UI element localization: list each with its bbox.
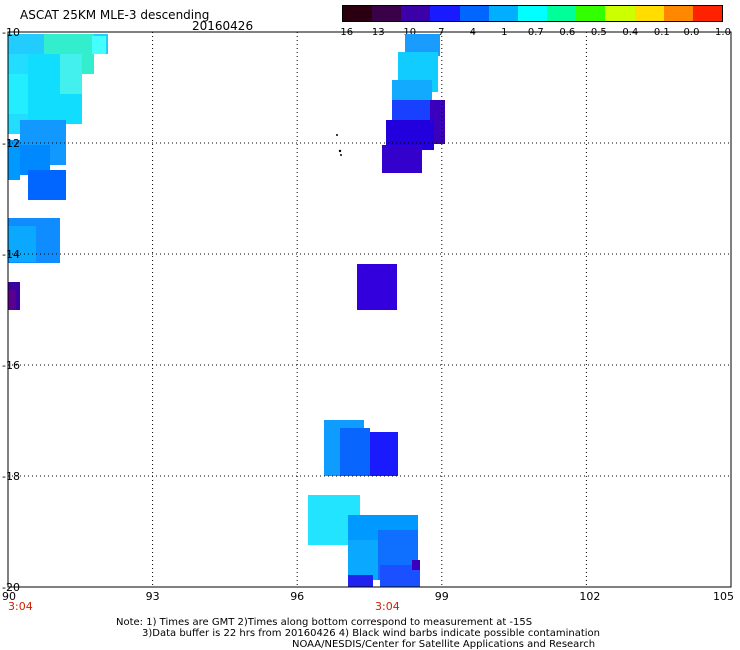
longitude-label: 96	[290, 590, 305, 603]
latitude-label: -20	[2, 581, 20, 594]
wind-swath-cell	[348, 540, 378, 580]
wind-swath-cell	[382, 145, 422, 173]
colorbar-segment	[488, 6, 518, 21]
colorbar-segment	[663, 6, 693, 21]
wind-swaths	[8, 34, 445, 587]
wind-barb-mark	[338, 149, 342, 153]
latitude-label: -16	[2, 359, 20, 372]
wind-swath-cell	[357, 264, 397, 310]
wind-swath-cell	[92, 36, 106, 54]
plot-title: ASCAT 25KM MLE-3 descending	[20, 8, 210, 22]
colorbar-segment	[547, 6, 577, 21]
colorbar-segment	[459, 6, 489, 21]
footer-credit: NOAA/NESDIS/Center for Satellite Applica…	[292, 639, 596, 650]
wind-swath-cell	[8, 290, 16, 310]
time-label-center: 3:04	[375, 600, 400, 613]
longitude-label: 102	[579, 590, 601, 603]
colorbar-segment	[372, 6, 402, 21]
longitude-label: 90	[2, 590, 16, 603]
footer-note-line1: Note: 1) Times are GMT 2)Times along bot…	[116, 617, 533, 628]
latitude-label: -10	[2, 26, 20, 39]
colorbar-segment	[605, 6, 635, 21]
wind-swath-cell	[405, 34, 440, 56]
colorbar-segment	[343, 6, 373, 21]
colorbar-segment	[430, 6, 460, 21]
graticule	[8, 32, 731, 587]
longitude-label: 93	[145, 590, 160, 603]
colorbar-segment	[634, 6, 664, 21]
wind-swath-cell	[8, 74, 28, 114]
contamination-marks	[336, 134, 342, 156]
wind-swath-cell	[340, 428, 370, 476]
plot-date: 20160426	[192, 19, 254, 33]
wind-barb-mark	[340, 154, 342, 156]
wind-swath-cell	[370, 432, 398, 476]
wind-swath-cell	[28, 170, 66, 200]
wind-barb-mark	[336, 134, 338, 136]
longitude-label: 99	[434, 590, 449, 603]
longitude-label: 105	[713, 590, 734, 603]
wind-swath-cell	[380, 565, 420, 587]
colorbar	[342, 5, 723, 22]
colorbar-segment	[401, 6, 431, 21]
footer-note-line2: 3)Data buffer is 22 hrs from 20160426 4)…	[142, 628, 600, 639]
wind-swath-cell	[8, 140, 20, 180]
colorbar-segment	[517, 6, 548, 21]
colorbar-segment	[692, 6, 723, 21]
latitude-label: -18	[2, 470, 20, 483]
time-label-left: 3:04	[8, 600, 33, 613]
wind-swath-cell	[348, 575, 373, 587]
latitude-label: -14	[2, 248, 20, 261]
colorbar-segment	[576, 6, 606, 21]
latitude-label: -12	[2, 137, 20, 150]
map-frame	[7, 31, 732, 588]
wind-swath-cell	[60, 54, 82, 94]
wind-swath-cell	[412, 560, 420, 570]
wind-swath-cell	[8, 226, 36, 262]
